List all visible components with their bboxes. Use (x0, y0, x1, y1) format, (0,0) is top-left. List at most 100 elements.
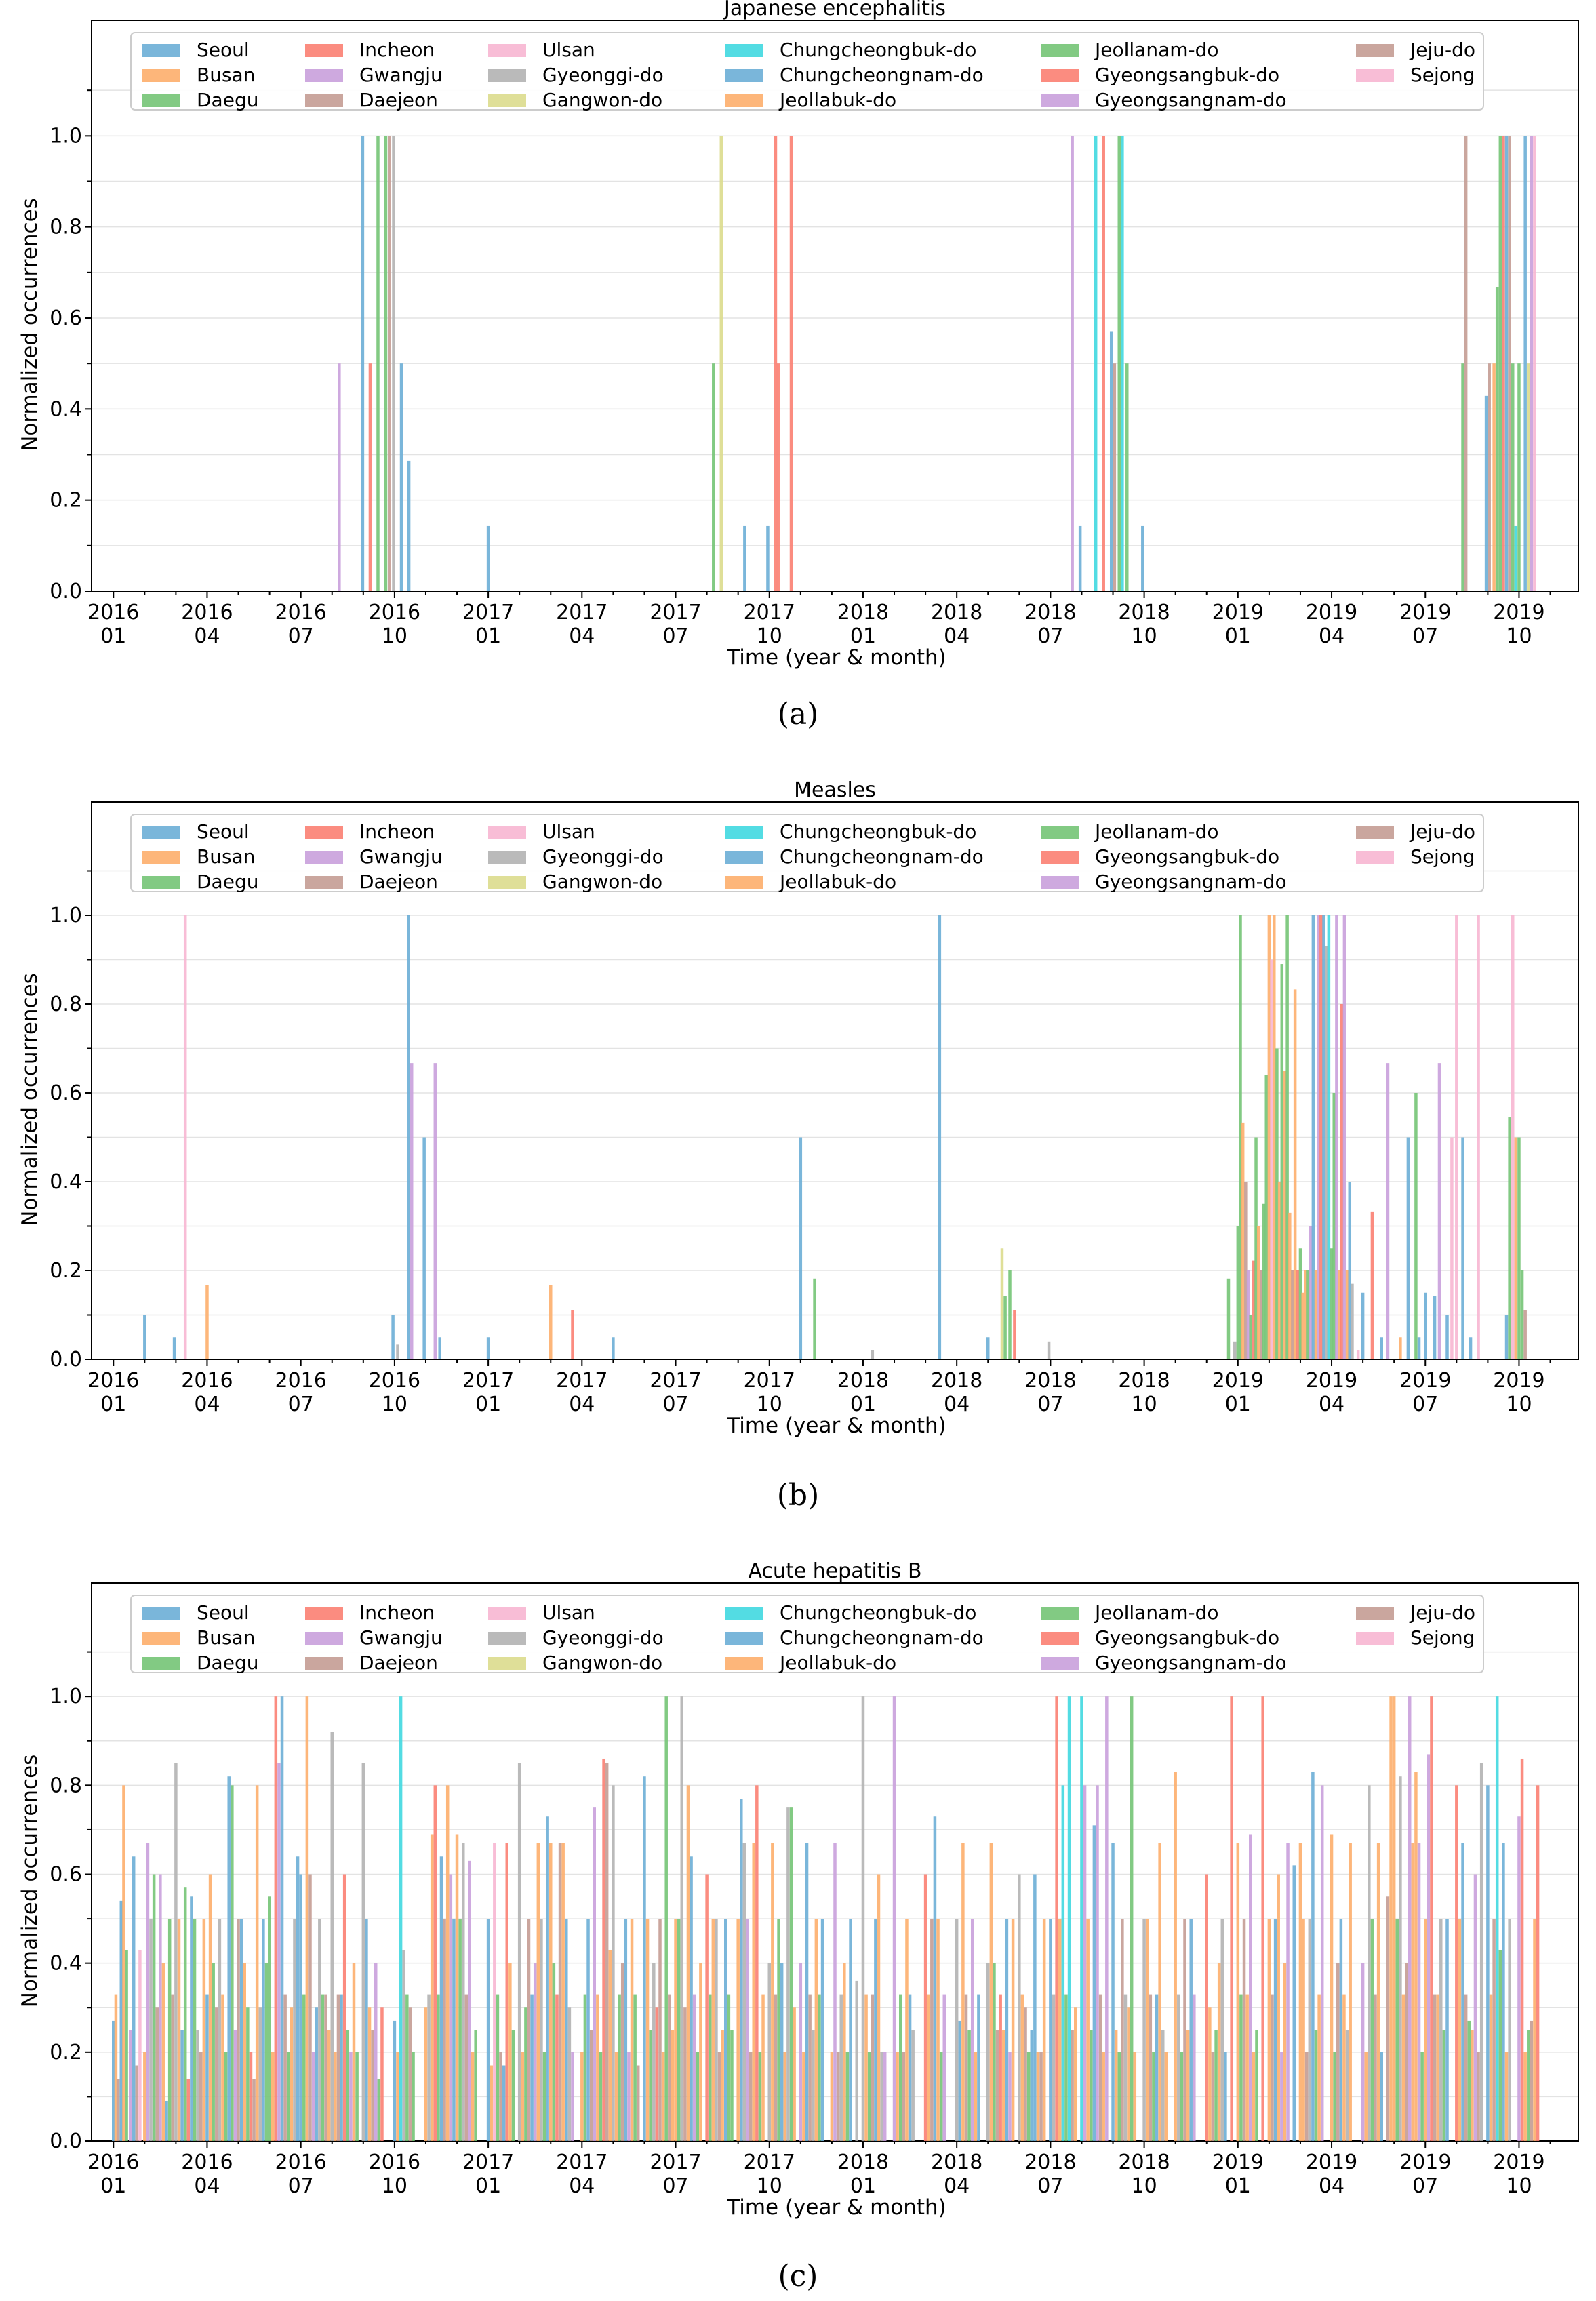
bar-seoul (986, 1337, 990, 1359)
bar-gyeonggi-do (1233, 1341, 1237, 1359)
x-tick-label-month: 01 (475, 2174, 501, 2198)
bar-seoul (724, 1919, 727, 2141)
bar-daejeon (252, 2079, 256, 2141)
bar-chungcheongnam-do (280, 1696, 284, 2141)
bar-busan (1414, 1772, 1418, 2141)
x-tick-label-month: 01 (100, 1393, 126, 1416)
bar-busan (1314, 1270, 1318, 1359)
bar-chungcheongnam-do (1348, 1182, 1352, 1359)
bar-seoul (393, 2020, 397, 2141)
bar-gwangju (692, 1994, 696, 2141)
bar-busan (877, 1874, 881, 2141)
bar-jeollanam-do (355, 2052, 359, 2141)
x-tick-label-month: 07 (288, 624, 314, 648)
bar-seoul (1502, 1843, 1505, 2141)
bar-busan (1020, 1994, 1024, 2141)
bar-busan (699, 1963, 702, 2141)
x-tick-label-year: 2017 (744, 601, 795, 624)
bar-daegu (152, 1874, 156, 2141)
bar-gyeongsangbuk-do (1536, 1785, 1540, 2141)
bar-busan (1514, 1137, 1518, 1359)
legend-swatch-gyeonggi-do (488, 69, 526, 82)
bar-busan (1277, 1182, 1281, 1359)
bar-gyeongsangbuk-do (1261, 1696, 1264, 2141)
bar-gwangju (349, 2052, 353, 2141)
bar-daegu (1064, 1994, 1068, 2141)
bar-daegu (777, 1919, 780, 2141)
bar-jeollanam-do (664, 1696, 668, 2141)
bar-daegu (302, 1994, 306, 2141)
bar-jeju-do (774, 1994, 778, 2141)
bar-chungcheongnam-do (1380, 1337, 1383, 1359)
bar-chungcheongnam-do (422, 1137, 426, 1359)
x-tick-label-year: 2018 (837, 2150, 889, 2174)
bar-jeollanam-do (1125, 363, 1129, 591)
bar-jeju-do (1488, 363, 1491, 591)
caption-a: (a) (778, 697, 819, 732)
bar-jeollanam-do (1280, 964, 1284, 1359)
bar-daegu (268, 1896, 271, 2141)
bar-gangwon-do (1527, 363, 1530, 591)
bar-busan (1058, 1919, 1062, 2141)
bar-jeju-do (964, 1994, 968, 2141)
bar-gyeongsangnam-do (1071, 136, 1074, 592)
bar-busan (896, 2052, 899, 2141)
x-tick-label-year: 2018 (931, 601, 982, 624)
bar-daegu (1275, 1048, 1279, 1359)
chart-panel-b: Measles 0.0 0.2 0.4 0.6 0.8 1.0 Normalized occu… (18, 778, 1579, 1438)
bar-seoul (1078, 525, 1082, 591)
bar-gyeonggi-do (855, 1980, 858, 2141)
bar-gwangju (627, 2052, 631, 2141)
bar-daegu (1214, 2030, 1218, 2141)
bar-jeollanam-do (730, 2030, 734, 2141)
bar-jeju-do (1477, 2052, 1480, 2141)
bar-busan (1302, 1919, 1305, 2141)
y-tick-label: 1.0 (49, 1685, 82, 1708)
bar-seoul (958, 2020, 962, 2141)
bar-chungcheongnam-do (1092, 1825, 1096, 2141)
x-tick-label-month: 07 (662, 1393, 688, 1416)
bar-seoul (205, 1994, 209, 2141)
bar-gyeonggi-do (149, 1919, 153, 2141)
bar-seoul (340, 1994, 343, 2141)
bar-chungcheongnam-do (1292, 1865, 1296, 2141)
legend-label-gwangju: Gwangju (359, 845, 443, 868)
x-tick-label-year: 2017 (650, 601, 701, 624)
legend-label-sejong: Sejong (1410, 64, 1475, 86)
legend-label-seoul: Seoul (197, 820, 250, 843)
bar-gyeonggi-do (258, 2007, 262, 2141)
bar-seoul (239, 1919, 243, 2141)
bar-busan (114, 1994, 118, 2141)
y-tick-label: 0.2 (49, 2041, 82, 2064)
bar-gyeongsangbuk-do (380, 2007, 384, 2141)
legend-label-daegu: Daegu (197, 89, 258, 111)
bar-jeju-do (683, 2007, 687, 2141)
bar-gyeonggi-do (1439, 1919, 1443, 2141)
bar-daegu (1498, 1949, 1502, 2141)
x-tick-label-year: 2019 (1399, 1369, 1451, 1393)
bar-daegu (993, 1963, 996, 2141)
bar-chungcheongbuk-do (1495, 1696, 1499, 2141)
x-tick-label-month: 01 (1225, 2174, 1251, 2198)
bar-gyeongsangbuk-do (1252, 1260, 1256, 1359)
bar-daegu (1420, 2052, 1424, 2141)
bar-busan (1345, 1270, 1349, 1359)
bar-jeju-do (135, 2065, 139, 2141)
x-tick-label-month: 01 (850, 624, 876, 648)
x-tick-label-month: 10 (757, 1393, 782, 1416)
bar-seoul (530, 1994, 534, 2141)
legend-label-daejeon: Daejeon (359, 89, 438, 111)
bar-jeju-do (371, 2030, 374, 2141)
x-tick-label-year: 2019 (1493, 2150, 1544, 2174)
bar-daegu (1239, 1994, 1243, 2141)
y-tick-label: 0.0 (49, 2129, 82, 2153)
bar-chungcheongbuk-do (1094, 136, 1098, 592)
bar-busan (1304, 1270, 1307, 1359)
x-tick-label-month: 10 (382, 2174, 407, 2198)
bar-gyeongsangnam-do (1342, 915, 1346, 1359)
bar-busan (445, 1785, 450, 2141)
bar-daejeon (668, 1994, 671, 2141)
legend-swatch-busan (142, 851, 180, 864)
bar-busan (1504, 2052, 1509, 2141)
legend-label-incheon: Incheon (359, 820, 435, 843)
